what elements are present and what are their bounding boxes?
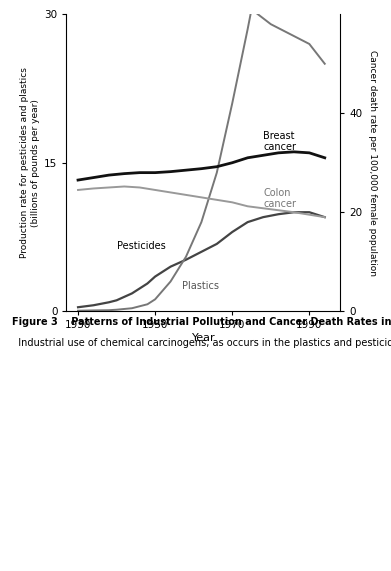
Y-axis label: Production rate for pesticides and plastics
(billions of pounds per year): Production rate for pesticides and plast… xyxy=(20,67,40,258)
Text: Industrial use of chemical carcinogens, as occurs in the plastics and pesticide : Industrial use of chemical carcinogens, … xyxy=(12,337,391,348)
X-axis label: Year: Year xyxy=(192,333,215,343)
Y-axis label: Cancer death rate per 100,000 female population: Cancer death rate per 100,000 female pop… xyxy=(368,50,377,276)
Text: Breast
cancer: Breast cancer xyxy=(263,131,296,152)
Text: Figure 3    Patterns of Industrial Pollution and Cancer Death Rates in the Unite: Figure 3 Patterns of Industrial Pollutio… xyxy=(12,317,391,327)
Text: Pesticides: Pesticides xyxy=(117,241,165,251)
Text: Plastics: Plastics xyxy=(182,282,219,291)
Text: Colon
cancer: Colon cancer xyxy=(263,188,296,210)
